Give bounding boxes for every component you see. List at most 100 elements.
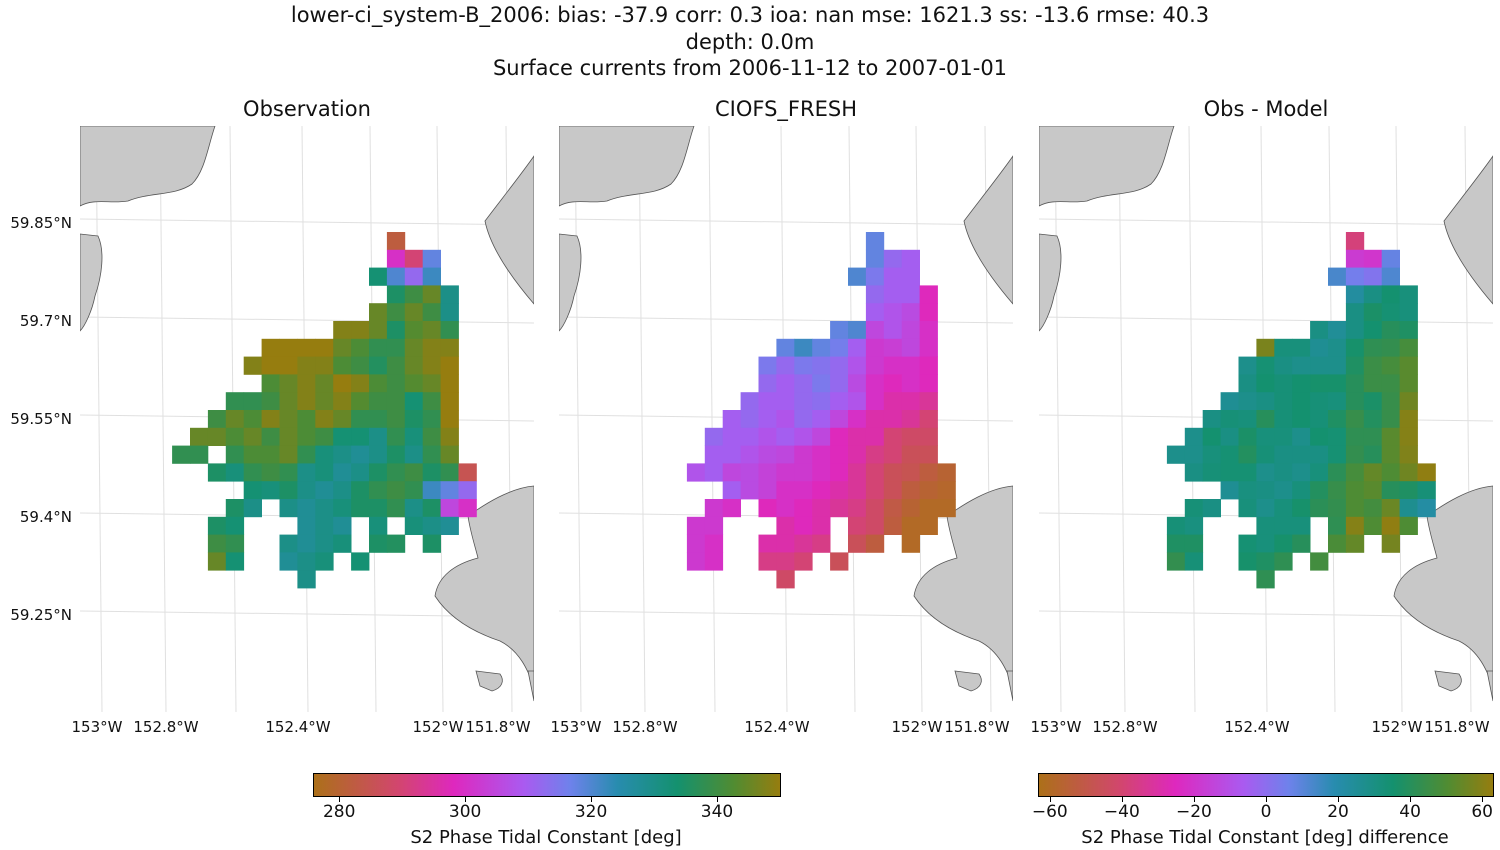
heatmap-cell [1274, 445, 1293, 464]
heatmap-cell [1274, 552, 1293, 571]
heatmap-cell [1363, 249, 1383, 268]
heatmap-cell [297, 445, 316, 464]
heatmap-cell [386, 321, 406, 340]
heatmap-cell [1328, 410, 1347, 429]
heatmap-cell [315, 374, 334, 393]
heatmap-cell [1274, 356, 1293, 375]
heatmap-cell [386, 392, 406, 411]
heatmap-cell [386, 499, 406, 518]
heatmap-cell [794, 392, 813, 411]
heatmap-cells [172, 232, 477, 589]
heatmap-cell [386, 481, 406, 500]
heatmap-cell [740, 481, 759, 500]
heatmap-cell [1363, 427, 1383, 446]
heatmap-cell [386, 338, 406, 357]
heatmap-cell [1220, 481, 1239, 500]
heatmap-cell [1399, 445, 1418, 464]
heatmap-cell [279, 338, 298, 357]
heatmap-cell [1345, 249, 1365, 268]
heatmap-cell [261, 463, 280, 482]
heatmap-cell [404, 392, 424, 411]
heatmap-cell [848, 499, 867, 518]
heatmap-cell [422, 445, 441, 464]
panel-title-observation: Observation [243, 97, 371, 121]
heatmap-cell [243, 463, 262, 482]
heatmap-cell [776, 374, 795, 393]
heatmap-cell [776, 516, 795, 535]
heatmap-cell [740, 427, 759, 446]
heatmap-cell [243, 410, 262, 429]
heatmap-cell [812, 427, 831, 446]
heatmap-cell [848, 356, 867, 375]
heatmap-cell [422, 463, 441, 482]
heatmap-cell [883, 303, 903, 322]
heatmap-cell [794, 427, 813, 446]
colorbar-tick-label: 0 [1260, 802, 1272, 822]
heatmap-cell [315, 499, 334, 518]
heatmap-cell [704, 552, 724, 571]
heatmap-cell [1274, 410, 1293, 429]
heatmap-cell [333, 374, 352, 393]
heatmap-cell [1381, 374, 1400, 393]
heatmap-cell [369, 338, 388, 357]
heatmap-cell [261, 338, 280, 357]
heatmap-cell [315, 427, 334, 446]
heatmap-cell [1328, 321, 1347, 340]
heatmap-cell [440, 285, 459, 304]
heatmap-cell [1220, 445, 1239, 464]
heatmap-cell [704, 516, 724, 535]
heatmap-cell [351, 410, 370, 429]
heatmap-cell [1328, 338, 1347, 357]
heatmap-cell [776, 552, 795, 571]
colorbar-tick-mark [1266, 797, 1267, 802]
lon-tick-label: 152.8°W [1092, 718, 1158, 736]
heatmap-cell [1363, 285, 1383, 304]
heatmap-cell [1381, 445, 1400, 464]
heatmap-cell [919, 285, 938, 304]
heatmap-cell [243, 481, 262, 500]
heatmap-cell [848, 374, 867, 393]
heatmap-cell [919, 463, 938, 482]
heatmap-cell [369, 481, 388, 500]
heatmap-cell [225, 445, 245, 464]
heatmap-cell [404, 445, 424, 464]
heatmap-cell [1256, 392, 1275, 411]
land [1039, 126, 1493, 702]
heatmap-cell [261, 356, 280, 375]
heatmap-cell [740, 463, 759, 482]
heatmap-cell [297, 552, 316, 571]
heatmap-cell [1184, 445, 1204, 464]
heatmap-cell [440, 516, 459, 535]
lon-tick-label: 152°W [891, 718, 943, 736]
heatmap-cell [1238, 499, 1257, 518]
heatmap-cell [1363, 463, 1383, 482]
heatmap-cell [386, 427, 406, 446]
heatmap-cell [1345, 356, 1365, 375]
heatmap-cell [758, 534, 777, 553]
heatmap-cell [351, 374, 370, 393]
heatmap-cell [315, 410, 334, 429]
heatmap-cell [919, 410, 938, 429]
heatmap-cell [297, 427, 316, 446]
heatmap-cell [1345, 410, 1365, 429]
heatmap-cell [440, 338, 459, 357]
heatmap-cell [225, 516, 245, 535]
heatmap-cell [1363, 445, 1383, 464]
heatmap-cell [919, 321, 938, 340]
heatmap-cell [901, 267, 920, 286]
heatmap-cell [369, 516, 388, 535]
heatmap-cell [830, 374, 849, 393]
heatmap-cell [812, 463, 831, 482]
heatmap-cell [919, 303, 938, 322]
heatmap-cell [1256, 570, 1275, 589]
heatmap-cell [333, 516, 352, 535]
heatmap-cell [207, 552, 227, 571]
heatmap-cell [225, 534, 245, 553]
heatmap-cell [422, 427, 441, 446]
heatmap-cell [740, 410, 759, 429]
heatmap-cell [1202, 427, 1221, 446]
heatmap-cell [758, 392, 777, 411]
heatmap-cell [901, 410, 920, 429]
heatmap-cell [883, 374, 903, 393]
heatmap-cell [865, 445, 885, 464]
